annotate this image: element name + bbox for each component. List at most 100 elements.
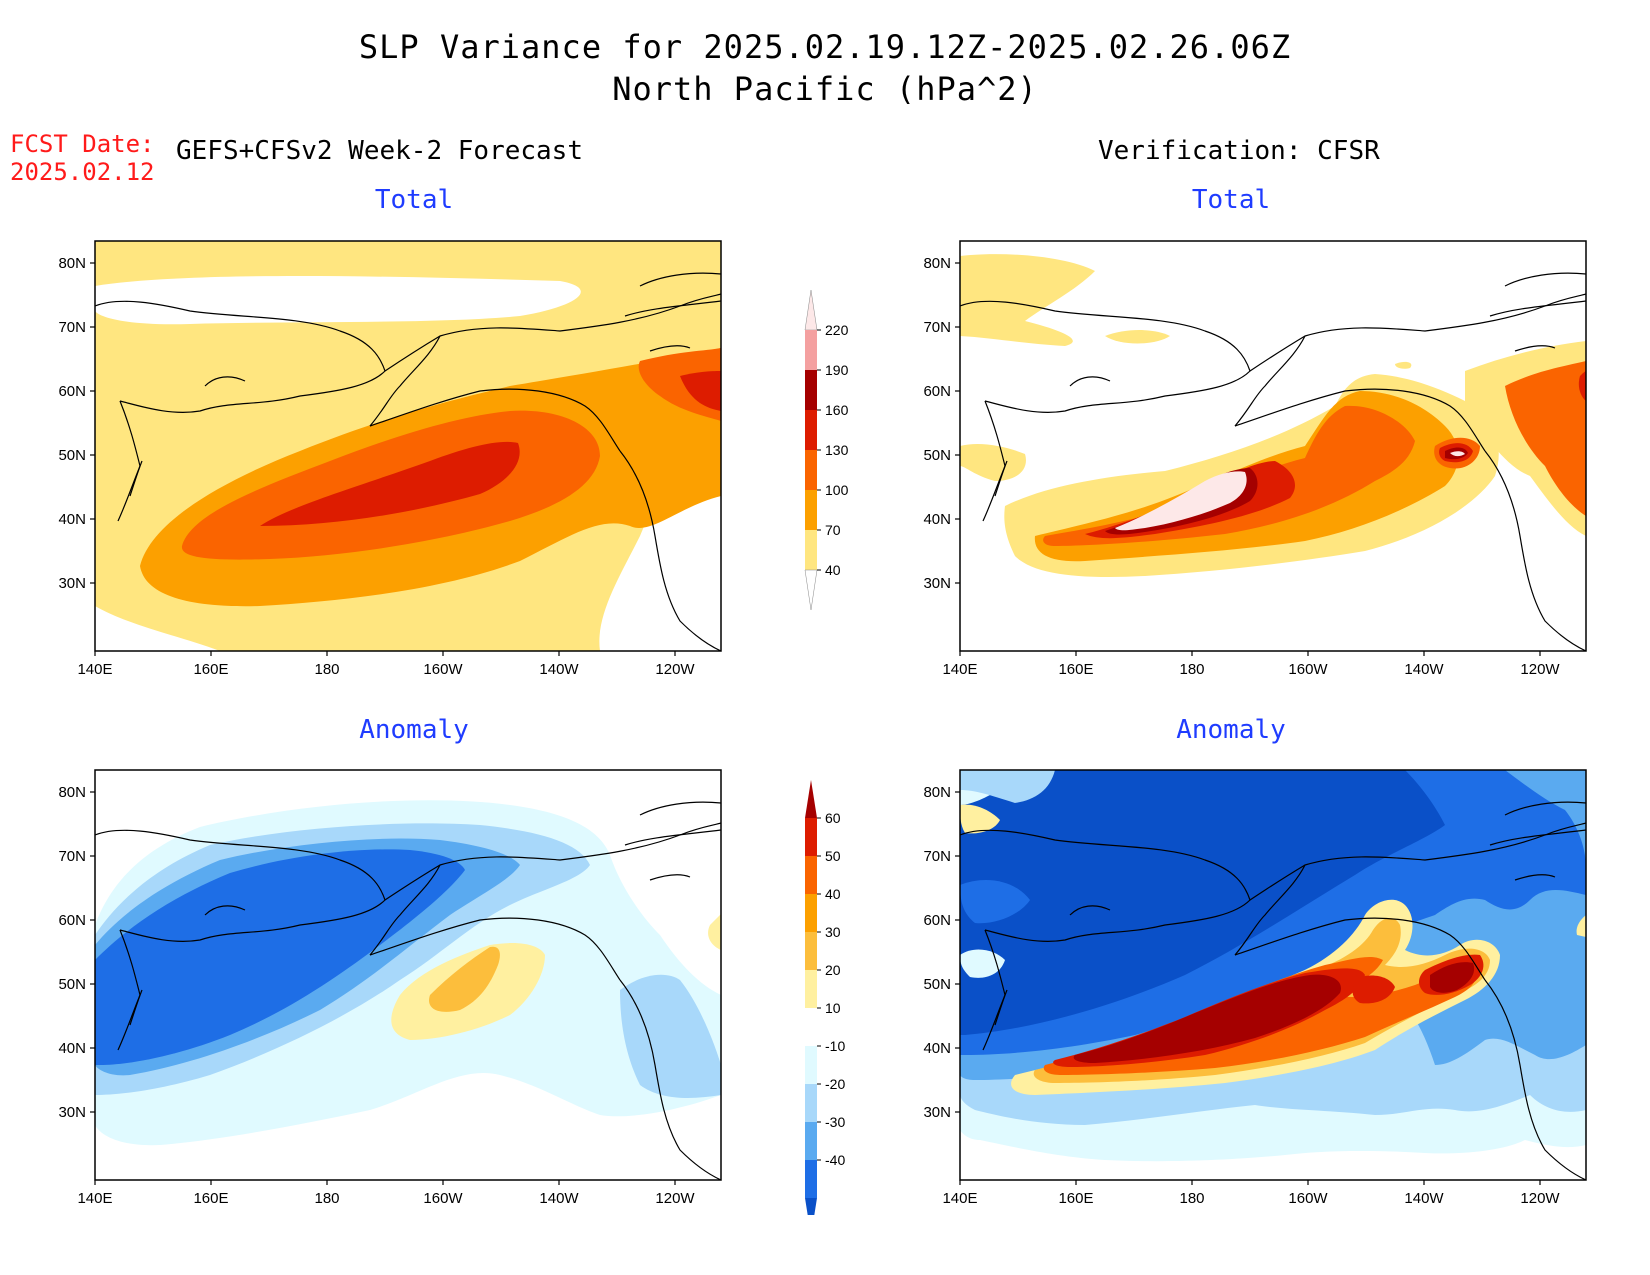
lat-label: 50N (923, 447, 951, 464)
colorbar-block (805, 818, 817, 856)
colorbar-arrow-bottom (804, 569, 818, 611)
colorbar-block (805, 932, 817, 970)
lon-label: 180 (314, 661, 339, 678)
lon-label: 120W (655, 661, 695, 678)
lat-label: 50N (923, 976, 951, 993)
colorbar-label: -40 (825, 1152, 845, 1168)
lat-label: 60N (58, 912, 86, 929)
colorbar-block (805, 1046, 817, 1084)
colorbar-block (805, 530, 817, 570)
forecast-anomaly-title: Anomaly (359, 715, 469, 745)
colorbar-block (805, 1084, 817, 1122)
lon-label: 140E (77, 661, 112, 678)
colorbar-label: 160 (825, 402, 849, 418)
colorbar-block (805, 1008, 817, 1046)
forecast-total-map: 80N 70N 60N 50N 40N 30N 140E 160E 180 16… (40, 236, 740, 686)
lon-label: 140W (1404, 661, 1444, 678)
colorbar-label: 30 (825, 924, 841, 940)
main-subtitle: North Pacific (hPa^2) (612, 70, 1038, 108)
verification-total-map: 80N 70N 60N 50N 40N 30N 140E 160E 180 16… (905, 236, 1605, 686)
colorbar-label: 40 (825, 886, 841, 902)
lon-label: 120W (655, 1190, 695, 1207)
colorbar-block (805, 894, 817, 932)
colorbar-block (805, 970, 817, 1008)
lat-label: 80N (58, 255, 86, 272)
total-colorbar-blocks (804, 289, 821, 611)
lat-label: 30N (58, 575, 86, 592)
anomaly-colorbar-labels: 60 50 40 30 20 10 -10 -20 -30 -40 (825, 810, 845, 1168)
lat-label: 60N (923, 383, 951, 400)
colorbar-block (805, 410, 817, 450)
lon-label: 180 (1179, 661, 1204, 678)
colorbar-label: 10 (825, 1000, 841, 1016)
lon-label: 160W (1288, 661, 1328, 678)
lon-label: 180 (314, 1190, 339, 1207)
forecast-anomaly-map: 80N 70N 60N 50N 40N 30N 140E 160E 180 16… (40, 765, 740, 1215)
fcst-date-label: FCST Date: (10, 130, 155, 158)
lat-label: 40N (923, 511, 951, 528)
lat-label: 50N (58, 447, 86, 464)
lon-label: 180 (1179, 1190, 1204, 1207)
colorbar-arrow-top (805, 780, 817, 818)
lon-label: 160W (423, 1190, 463, 1207)
total-colorbar-labels: 220 190 160 130 100 70 40 (825, 322, 849, 578)
lon-label: 120W (1520, 1190, 1560, 1207)
colorbar-label: 220 (825, 322, 849, 338)
colorbar-block (805, 370, 817, 410)
colorbar-block (805, 490, 817, 530)
lat-label: 40N (923, 1040, 951, 1057)
lat-label: 30N (923, 575, 951, 592)
anomaly-colorbar: 60 50 40 30 20 10 -10 -20 -30 -40 (800, 775, 880, 1236)
lat-label: 30N (923, 1104, 951, 1121)
lon-label: 160E (1058, 1190, 1093, 1207)
verification-anomaly-map: 80N 70N 60N 50N 40N 30N 140E 160E 180 16… (905, 765, 1605, 1215)
colorbar-block (805, 856, 817, 894)
colorbar-label: 130 (825, 442, 849, 458)
lat-label: 70N (923, 848, 951, 865)
colorbar-label: 60 (825, 810, 841, 826)
lat-label: 70N (58, 848, 86, 865)
colorbar-label: -30 (825, 1114, 845, 1130)
forecast-column-heading: GEFS+CFSv2 Week-2 Forecast (176, 136, 583, 166)
lon-label: 140W (539, 1190, 579, 1207)
colorbar-block (805, 1160, 817, 1198)
colorbar-block (805, 330, 817, 370)
lon-label: 140W (1404, 1190, 1444, 1207)
lat-label: 80N (923, 255, 951, 272)
lon-label: 140W (539, 661, 579, 678)
colorbar-label: 40 (825, 562, 841, 578)
lon-label: 120W (1520, 661, 1560, 678)
main-title: SLP Variance for 2025.02.19.12Z-2025.02.… (358, 28, 1292, 66)
forecast-total-title: Total (374, 185, 454, 215)
lat-label: 80N (923, 784, 951, 801)
fcst-date-value: 2025.02.12 (10, 158, 155, 186)
lat-label: 30N (58, 1104, 86, 1121)
lon-label: 140E (77, 1190, 112, 1207)
verification-total-title: Total (1191, 185, 1271, 215)
colorbar-label: -20 (825, 1076, 845, 1092)
lat-label: 60N (923, 912, 951, 929)
anomaly-colorbar-blocks (805, 780, 821, 1236)
colorbar-label: -10 (825, 1038, 845, 1054)
lon-label: 160E (193, 1190, 228, 1207)
lat-label: 40N (58, 1040, 86, 1057)
colorbar-arrow-bottom (805, 1198, 817, 1236)
lat-label: 70N (923, 319, 951, 336)
verification-anomaly-title: Anomaly (1176, 715, 1286, 745)
colorbar-arrow-top (804, 289, 818, 331)
lon-label: 160E (1058, 661, 1093, 678)
lat-label: 50N (58, 976, 86, 993)
colorbar-label: 50 (825, 848, 841, 864)
verification-column-heading: Verification: CFSR (1098, 136, 1380, 166)
lat-label: 60N (58, 383, 86, 400)
lon-label: 140E (942, 1190, 977, 1207)
lon-label: 160W (423, 661, 463, 678)
lat-label: 70N (58, 319, 86, 336)
lon-label: 140E (942, 661, 977, 678)
colorbar-block (805, 450, 817, 490)
lon-label: 160W (1288, 1190, 1328, 1207)
colorbar-label: 100 (825, 482, 849, 498)
colorbar-block (805, 1122, 817, 1160)
lat-label: 80N (58, 784, 86, 801)
colorbar-label: 190 (825, 362, 849, 378)
